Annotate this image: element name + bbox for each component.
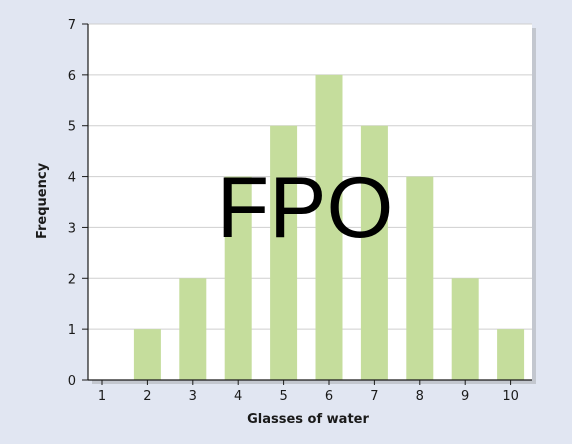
x-tick-label: 2 — [143, 389, 151, 404]
y-tick-label: 3 — [68, 221, 76, 236]
y-tick-label: 5 — [68, 120, 76, 135]
y-tick-label: 1 — [68, 323, 76, 338]
x-tick-label: 9 — [461, 389, 469, 404]
y-tick-label: 6 — [68, 69, 76, 84]
x-tick-label: 1 — [98, 389, 106, 404]
x-tick-label: 3 — [189, 389, 197, 404]
axes — [87, 24, 532, 385]
x-tick-labels: 1 2 3 4 5 6 7 8 9 10 — [98, 389, 519, 404]
bar-8 — [406, 176, 434, 380]
y-axis-title: Frequency — [35, 162, 50, 239]
y-tick-label: 0 — [68, 374, 76, 389]
y-tick-labels: 0 1 2 3 4 5 6 7 — [68, 18, 76, 389]
x-tick-label: 8 — [416, 389, 424, 404]
bar-3 — [179, 278, 207, 380]
y-tick-label: 2 — [68, 272, 76, 287]
bar-5 — [270, 125, 298, 380]
x-tick-label: 6 — [325, 389, 333, 404]
bar-6 — [315, 74, 343, 380]
x-tick-label: 5 — [279, 389, 287, 404]
bar-9 — [451, 278, 479, 380]
x-tick-label: 4 — [234, 389, 242, 404]
x-tick-label: 10 — [502, 389, 519, 404]
bar-2 — [133, 329, 161, 380]
bars — [133, 74, 525, 380]
y-tick-label: 7 — [68, 18, 76, 33]
bar-10 — [497, 329, 525, 380]
bar-7 — [360, 125, 388, 380]
x-tick-label: 7 — [370, 389, 378, 404]
x-axis-title: Glasses of water — [247, 412, 369, 427]
bar-4 — [224, 176, 252, 380]
y-tick-label: 4 — [68, 171, 76, 186]
fpo-watermark: FPO — [217, 160, 394, 256]
